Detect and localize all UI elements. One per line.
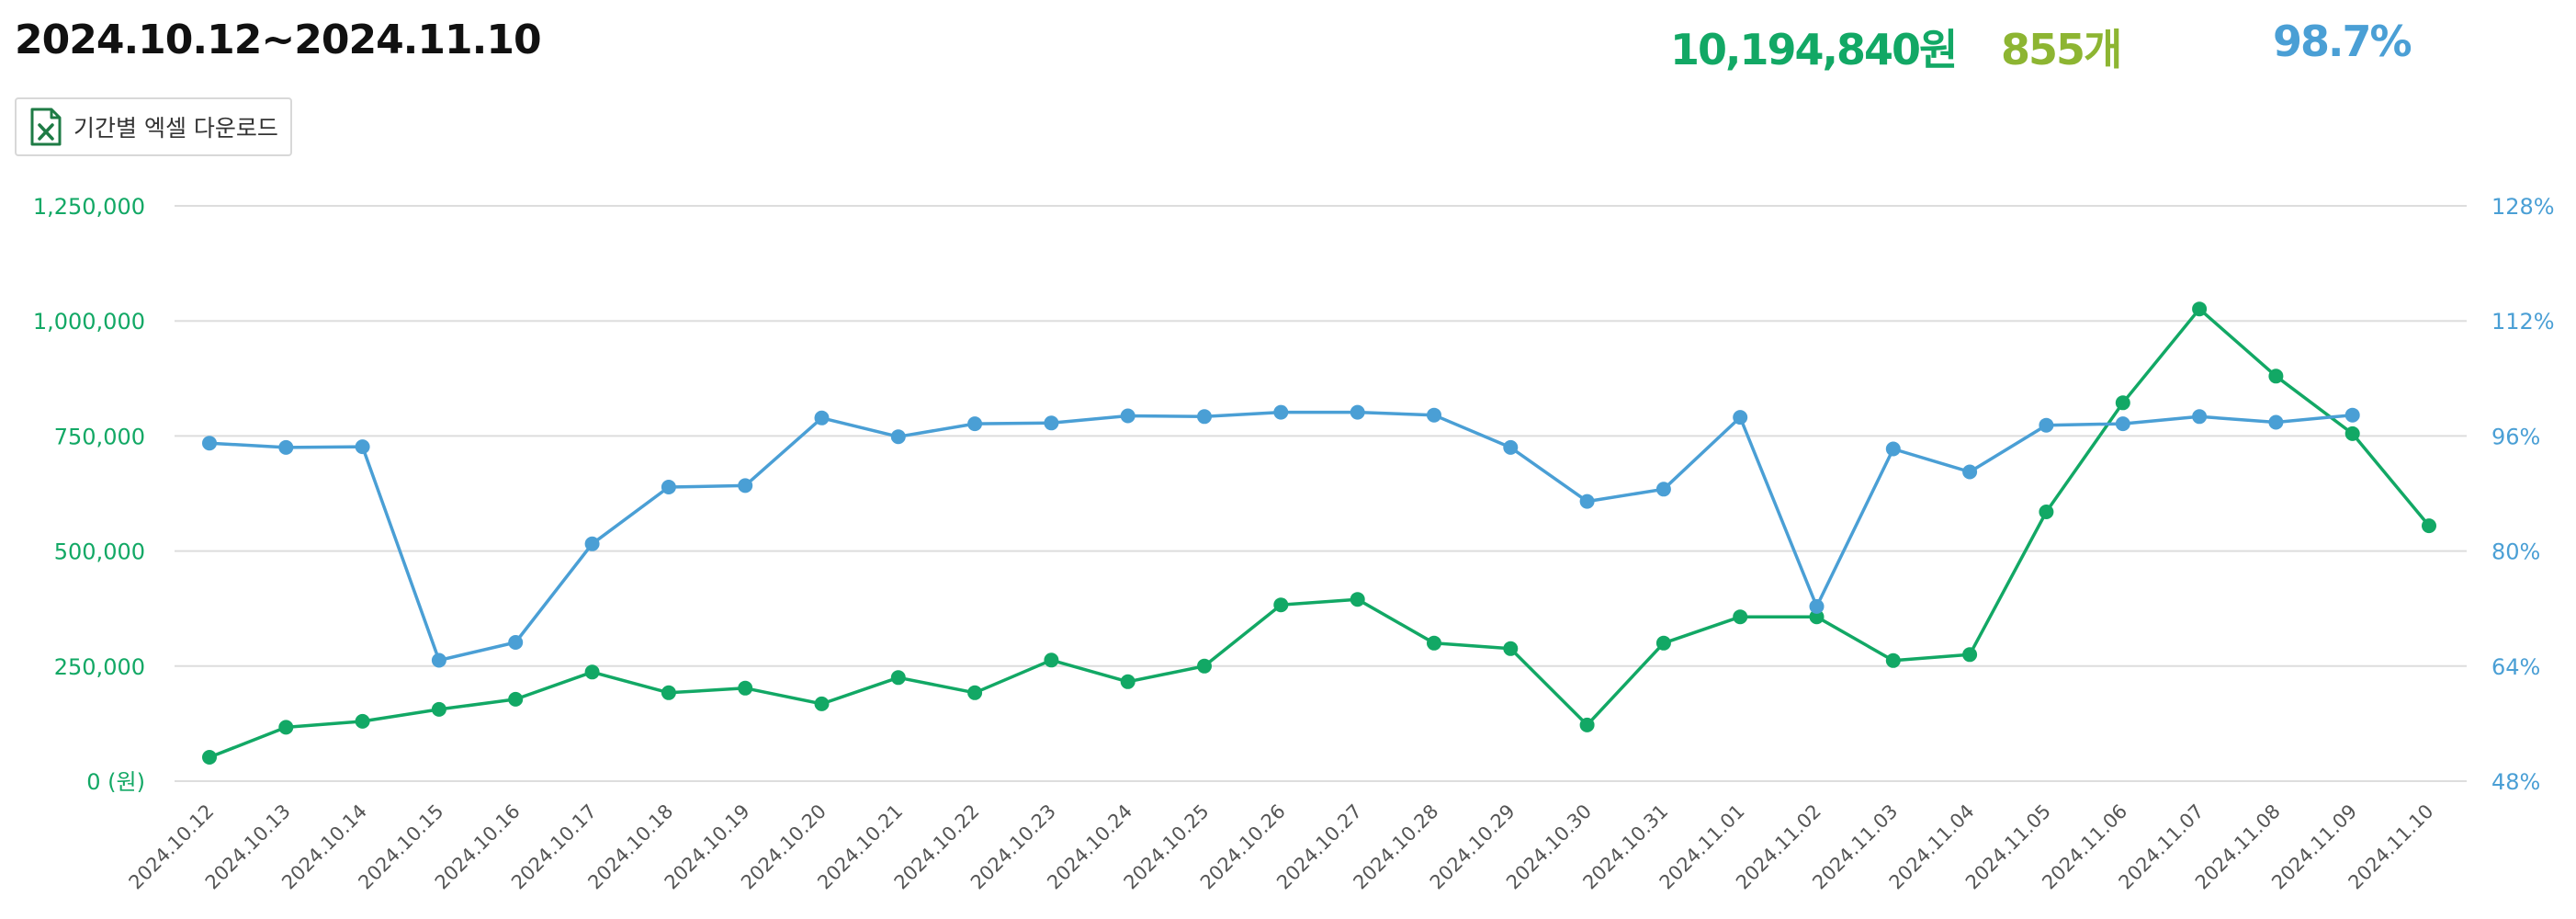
series-point-1 xyxy=(1885,652,1901,668)
series-point-2 xyxy=(355,439,370,455)
series-point-2 xyxy=(202,436,217,451)
series-point-2 xyxy=(1120,408,1135,424)
series-line-1 xyxy=(209,307,2431,759)
series-point-2 xyxy=(1503,439,1519,455)
y-right-tick-label: 48% xyxy=(2491,769,2540,795)
series-point-2 xyxy=(431,652,446,668)
series-point-1 xyxy=(202,750,217,765)
series-point-1 xyxy=(1427,635,1441,651)
y-left-tick-label: 250,000 xyxy=(54,654,145,680)
y-right-tick-label: 128% xyxy=(2491,194,2555,220)
y-right-tick-label: 80% xyxy=(2491,539,2540,565)
series-point-1 xyxy=(2039,505,2054,519)
series-point-2 xyxy=(2192,409,2208,425)
series-point-2 xyxy=(661,480,676,494)
date-range-title: 2024.10.12~2024.11.10 xyxy=(15,17,542,63)
series-point-1 xyxy=(967,685,983,700)
rate-value: 98.7% xyxy=(2273,17,2412,66)
series-point-2 xyxy=(1579,494,1595,509)
series-point-2 xyxy=(2344,407,2360,423)
series-point-1 xyxy=(355,713,370,729)
series-point-2 xyxy=(814,410,830,425)
series-point-1 xyxy=(1503,641,1519,656)
y-left-tick-label: 1,000,000 xyxy=(33,309,145,335)
series-point-2 xyxy=(1350,404,1365,420)
excel-download-label: 기간별 엑셀 다운로드 xyxy=(73,115,278,142)
series-point-1 xyxy=(1809,609,1825,625)
series-point-2 xyxy=(1962,464,1978,480)
y-left-tick-label: 1,250,000 xyxy=(33,194,145,220)
series-point-1 xyxy=(278,720,294,735)
series-point-1 xyxy=(1273,597,1289,613)
series-point-2 xyxy=(890,429,906,445)
series-point-2 xyxy=(2039,417,2054,433)
series-point-2 xyxy=(1809,598,1825,614)
series-point-2 xyxy=(738,478,753,494)
y-right-tick-label: 112% xyxy=(2491,309,2555,335)
series-point-1 xyxy=(2115,395,2130,411)
series-point-1 xyxy=(431,701,446,717)
series-point-2 xyxy=(2268,414,2284,430)
y-left-tick-label: 0 (원) xyxy=(86,769,145,795)
series-point-2 xyxy=(2115,416,2130,432)
series-point-1 xyxy=(1733,609,1748,625)
series-line-2 xyxy=(209,410,2353,663)
series-point-1 xyxy=(1197,658,1212,674)
series-point-1 xyxy=(1044,652,1059,668)
series-point-1 xyxy=(2268,369,2284,384)
series-point-1 xyxy=(508,691,524,707)
excel-file-icon xyxy=(29,108,62,146)
series-point-2 xyxy=(1427,407,1441,423)
series-point-2 xyxy=(278,439,294,455)
series-point-2 xyxy=(1885,441,1901,457)
series-point-2 xyxy=(1655,482,1671,497)
excel-download-button[interactable]: 기간별 엑셀 다운로드 xyxy=(15,97,292,156)
series-point-2 xyxy=(1273,404,1289,420)
series-point-1 xyxy=(738,680,753,696)
series-point-1 xyxy=(814,696,830,711)
series-point-1 xyxy=(2344,425,2360,441)
series-point-2 xyxy=(1044,415,1059,431)
total-sales-value: 10,194,840원 xyxy=(1670,25,1958,74)
series-point-2 xyxy=(1733,410,1748,425)
y-right-tick-label: 96% xyxy=(2491,424,2540,449)
series-point-1 xyxy=(890,670,906,686)
series-point-1 xyxy=(2192,301,2208,317)
series-point-1 xyxy=(2422,518,2436,534)
series-point-2 xyxy=(584,536,600,551)
series-point-1 xyxy=(661,685,676,700)
y-left-tick-label: 500,000 xyxy=(54,539,145,565)
series-point-2 xyxy=(1197,409,1212,425)
series-point-1 xyxy=(1350,592,1365,607)
series-point-1 xyxy=(1655,635,1671,651)
y-right-tick-label: 64% xyxy=(2491,654,2540,680)
y-left-tick-label: 750,000 xyxy=(54,424,145,449)
series-point-1 xyxy=(1120,674,1135,689)
series-point-1 xyxy=(1579,717,1595,732)
series-point-2 xyxy=(508,635,524,650)
total-count-value: 855개 xyxy=(2001,25,2122,74)
series-point-2 xyxy=(967,416,983,432)
series-point-1 xyxy=(1962,647,1978,663)
series-point-1 xyxy=(584,664,600,680)
